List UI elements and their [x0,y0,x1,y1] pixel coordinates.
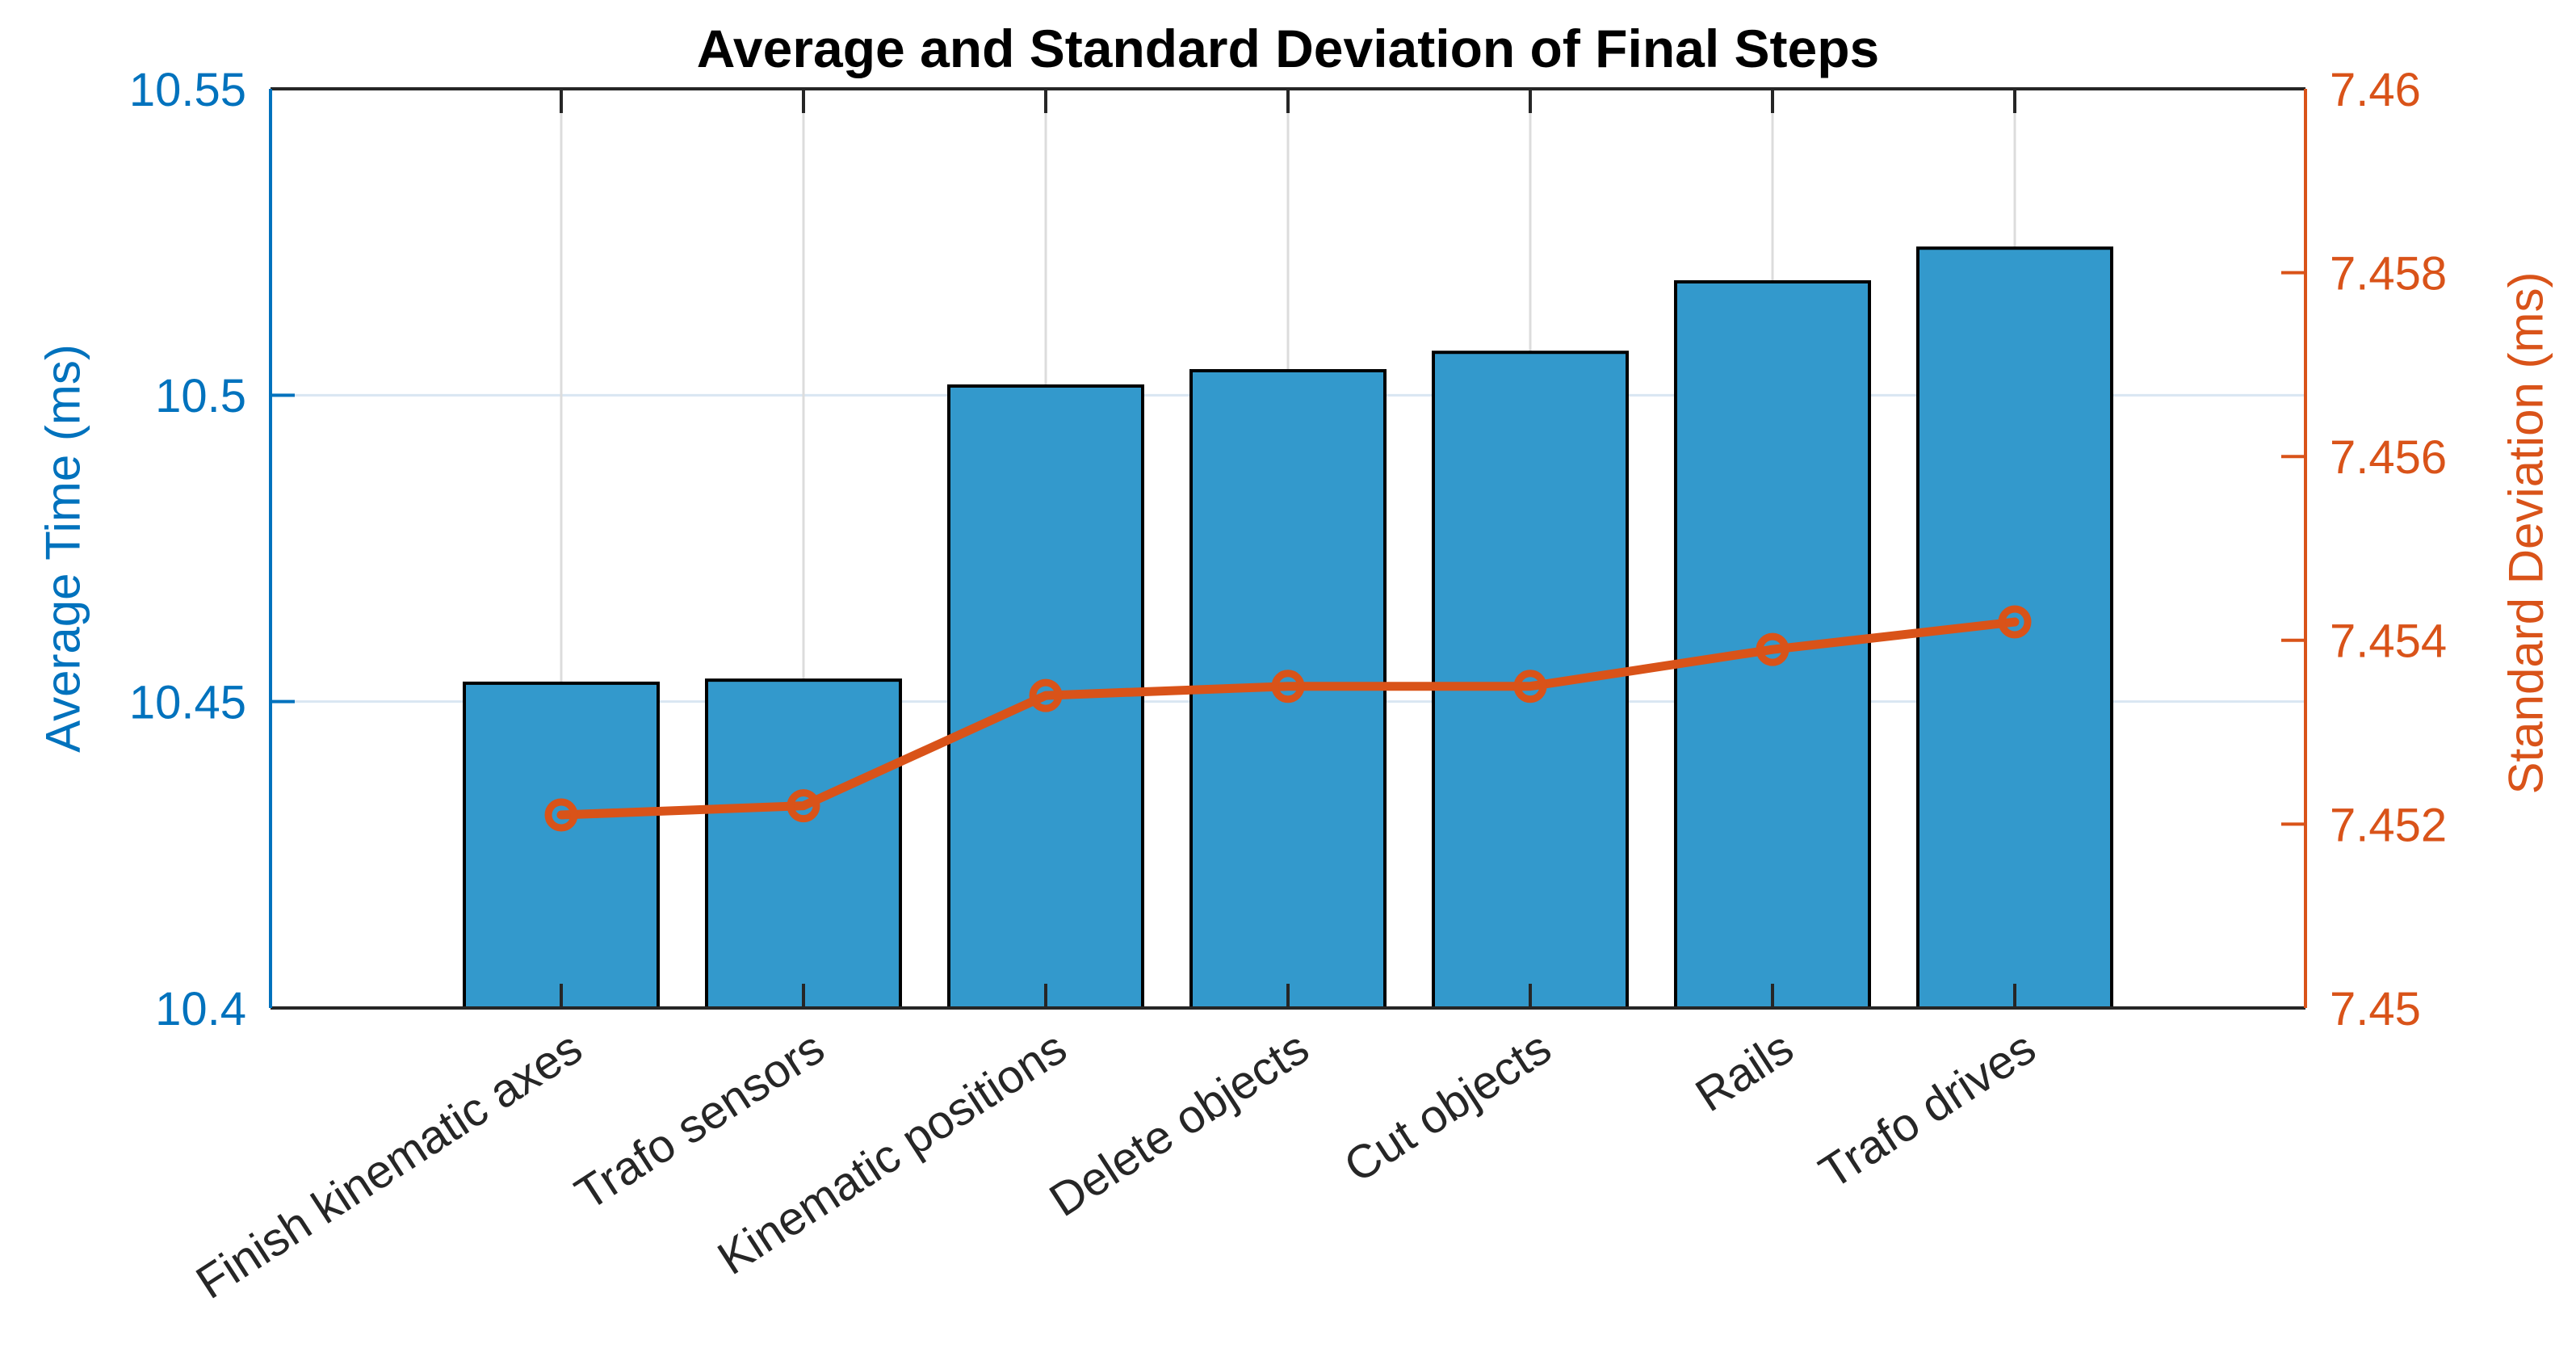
bar [705,678,902,1010]
line-series [544,605,2032,832]
right-axis-tick-label: 7.452 [2330,799,2447,851]
left-axis-tick-label: 10.45 [129,677,246,729]
category-label: Finish kinematic axes [187,1021,591,1308]
line-marker [1998,605,2032,639]
left-axis-tick-label: 10.5 [155,370,246,422]
left-axis-tick-label: 10.55 [129,64,246,116]
line-path [556,617,2020,820]
right-axis-tick-label: 7.458 [2330,247,2447,300]
line-marker [1029,678,1063,712]
bar [463,681,660,1010]
category-label: Trafo drives [1810,1021,2045,1199]
right-axis-title: Standard Deviation (ms) [2498,271,2553,795]
category-label: Delete objects [1040,1021,1318,1227]
line-marker [544,798,578,832]
line-marker [1271,670,1305,703]
category-label: Rails [1687,1021,1803,1122]
line-marker [1756,632,1789,666]
category-label: Cut objects [1335,1021,1560,1193]
right-axis-tick-label: 7.456 [2330,431,2447,484]
left-axis-title: Average Time (ms) [36,344,90,753]
right-axis-tick-label: 7.45 [2330,983,2421,1035]
chart-title: Average and Standard Deviation of Final … [696,19,1880,78]
line-marker [1513,670,1547,703]
left-axis-tick-label: 10.4 [155,983,246,1035]
axes-box [269,87,2307,1010]
right-axis-tick-label: 7.46 [2330,64,2421,116]
right-axis-tick-label: 7.454 [2330,615,2447,668]
line-marker [787,789,820,823]
